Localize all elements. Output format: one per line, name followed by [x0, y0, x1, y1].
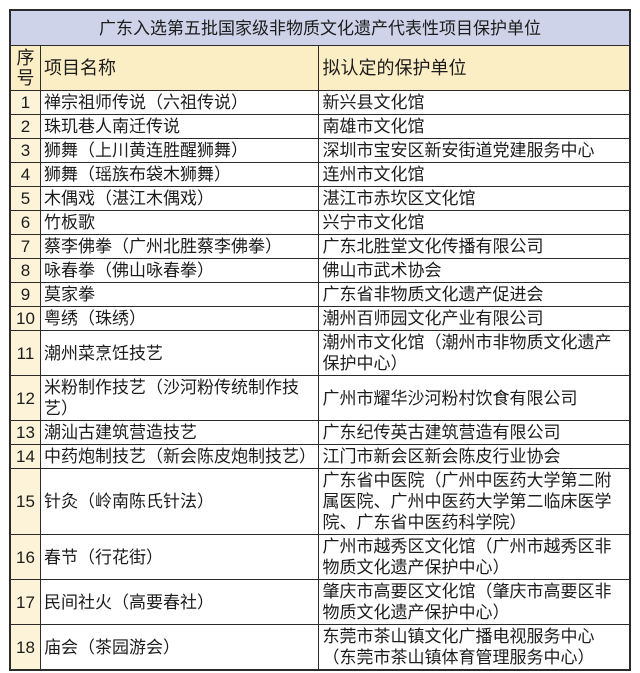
column-header-name: 项目名称 — [39, 45, 320, 91]
cell-project-name: 莫家拳 — [39, 282, 320, 307]
table-row: 7 蔡李佛拳（广州北胜蔡李佛拳） 广东北胜堂文化传播有限公司 — [9, 234, 631, 259]
cell-index: 1 — [9, 90, 41, 115]
cell-protection-unit: 连州市文化馆 — [318, 162, 631, 187]
cell-project-name: 针灸（岭南陈氏针法） — [39, 468, 320, 535]
table-row: 8 咏春拳（佛山咏春拳） 佛山市武术协会 — [9, 258, 631, 283]
table-row: 11 潮州菜烹饪技艺 潮州市文化馆（潮州市非物质文化遗产保护中心） — [9, 330, 631, 376]
table-row: 13 潮汕古建筑营造技艺 广东纪传英古建筑营造有限公司 — [9, 420, 631, 445]
cell-index: 10 — [9, 306, 41, 331]
cell-index: 8 — [9, 258, 41, 283]
cell-project-name: 珠玑巷人南迁传说 — [39, 114, 320, 139]
cell-protection-unit: 广东省非物质文化遗产促进会 — [318, 282, 631, 307]
cell-protection-unit: 湛江市赤坎区文化馆 — [318, 186, 631, 211]
cell-protection-unit: 南雄市文化馆 — [318, 114, 631, 139]
cell-protection-unit: 佛山市武术协会 — [318, 258, 631, 283]
cell-project-name: 春节（行花街） — [39, 534, 320, 580]
cell-protection-unit: 肇庆市高要区文化馆（肇庆市高要区非物质文化遗产保护中心） — [318, 579, 631, 625]
cell-index: 12 — [9, 375, 41, 421]
table-row: 4 狮舞（瑶族布袋木狮舞） 连州市文化馆 — [9, 162, 631, 187]
cell-project-name: 咏春拳（佛山咏春拳） — [39, 258, 320, 283]
title-row: 广东入选第五批国家级非物质文化遗产代表性项目保护单位 — [9, 9, 631, 46]
table-row: 6 竹板歌 兴宁市文化馆 — [9, 210, 631, 235]
table-row: 3 狮舞（上川黄连胜醒狮舞） 深圳市宝安区新安街道党建服务中心 — [9, 138, 631, 163]
cell-index: 6 — [9, 210, 41, 235]
cell-index: 7 — [9, 234, 41, 259]
cell-index: 4 — [9, 162, 41, 187]
cell-protection-unit: 广东纪传英古建筑营造有限公司 — [318, 420, 631, 445]
cell-project-name: 潮汕古建筑营造技艺 — [39, 420, 320, 445]
table-row: 12 米粉制作技艺（沙河粉传统制作技艺） 广州市耀华沙河粉村饮食有限公司 — [9, 375, 631, 421]
cell-index: 2 — [9, 114, 41, 139]
table-row: 15 针灸（岭南陈氏针法） 广东省中医院（广州中医药大学第二附属医院、广州中医药大学… — [9, 468, 631, 535]
cell-project-name: 禅宗祖师传说（六祖传说） — [39, 90, 320, 115]
cell-index: 3 — [9, 138, 41, 163]
cell-index: 15 — [9, 468, 41, 535]
cell-protection-unit: 深圳市宝安区新安街道党建服务中心 — [318, 138, 631, 163]
cell-index: 5 — [9, 186, 41, 211]
cell-protection-unit: 潮州市文化馆（潮州市非物质文化遗产保护中心） — [318, 330, 631, 376]
cell-protection-unit: 潮州百师园文化产业有限公司 — [318, 306, 631, 331]
cell-project-name: 民间社火（高要春社） — [39, 579, 320, 625]
table-row: 5 木偶戏（湛江木偶戏） 湛江市赤坎区文化馆 — [9, 186, 631, 211]
table-row: 17 民间社火（高要春社） 肇庆市高要区文化馆（肇庆市高要区非物质文化遗产保护中心） — [9, 579, 631, 625]
cell-project-name: 竹板歌 — [39, 210, 320, 235]
cell-project-name: 蔡李佛拳（广州北胜蔡李佛拳） — [39, 234, 320, 259]
table-body: 1 禅宗祖师传说（六祖传说） 新兴县文化馆 2 珠玑巷人南迁传说 南雄市文化馆 3 狮舞（上川… — [9, 90, 631, 671]
cell-project-name: 中药炮制技艺（新会陈皮炮制技艺） — [39, 444, 320, 469]
cell-protection-unit: 兴宁市文化馆 — [318, 210, 631, 235]
cell-protection-unit: 广东北胜堂文化传播有限公司 — [318, 234, 631, 259]
table-row: 1 禅宗祖师传说（六祖传说） 新兴县文化馆 — [9, 90, 631, 115]
cell-index: 13 — [9, 420, 41, 445]
cell-project-name: 潮州菜烹饪技艺 — [39, 330, 320, 376]
column-header-index: 序号 — [9, 45, 41, 91]
cell-project-name: 狮舞（上川黄连胜醒狮舞） — [39, 138, 320, 163]
cell-index: 14 — [9, 444, 41, 469]
table-title: 广东入选第五批国家级非物质文化遗产代表性项目保护单位 — [9, 9, 631, 46]
table-row: 9 莫家拳 广东省非物质文化遗产促进会 — [9, 282, 631, 307]
cell-protection-unit: 东莞市茶山镇文化广播电视服务中心（东莞市茶山镇体育管理服务中心） — [318, 624, 631, 671]
cell-project-name: 米粉制作技艺（沙河粉传统制作技艺） — [39, 375, 320, 421]
cell-protection-unit: 新兴县文化馆 — [318, 90, 631, 115]
column-header-unit: 拟认定的保护单位 — [318, 45, 631, 91]
cell-index: 11 — [9, 330, 41, 376]
cell-index: 9 — [9, 282, 41, 307]
header-row: 序号 项目名称 拟认定的保护单位 — [9, 45, 631, 91]
cell-project-name: 木偶戏（湛江木偶戏） — [39, 186, 320, 211]
cell-protection-unit: 广州市耀华沙河粉村饮食有限公司 — [318, 375, 631, 421]
cell-protection-unit: 广州市越秀区文化馆（广州市越秀区非物质文化遗产保护中心） — [318, 534, 631, 580]
table-row: 14 中药炮制技艺（新会陈皮炮制技艺） 江门市新会区新会陈皮行业协会 — [9, 444, 631, 469]
table-row: 18 庙会（茶园游会） 东莞市茶山镇文化广播电视服务中心（东莞市茶山镇体育管理服务中… — [9, 624, 631, 671]
cell-protection-unit: 江门市新会区新会陈皮行业协会 — [318, 444, 631, 469]
cell-protection-unit: 广东省中医院（广州中医药大学第二附属医院、广州中医药大学第二临床医学院、广东省中… — [318, 468, 631, 535]
cell-index: 18 — [9, 624, 41, 671]
cell-index: 17 — [9, 579, 41, 625]
cell-project-name: 狮舞（瑶族布袋木狮舞） — [39, 162, 320, 187]
table-row: 16 春节（行花街） 广州市越秀区文化馆（广州市越秀区非物质文化遗产保护中心） — [9, 534, 631, 580]
cell-project-name: 庙会（茶园游会） — [39, 624, 320, 671]
cell-index: 16 — [9, 534, 41, 580]
table-row: 10 粤绣（珠绣） 潮州百师园文化产业有限公司 — [9, 306, 631, 331]
cell-project-name: 粤绣（珠绣） — [39, 306, 320, 331]
heritage-table: 广东入选第五批国家级非物质文化遗产代表性项目保护单位 序号 项目名称 拟认定的保… — [9, 9, 631, 671]
table-row: 2 珠玑巷人南迁传说 南雄市文化馆 — [9, 114, 631, 139]
